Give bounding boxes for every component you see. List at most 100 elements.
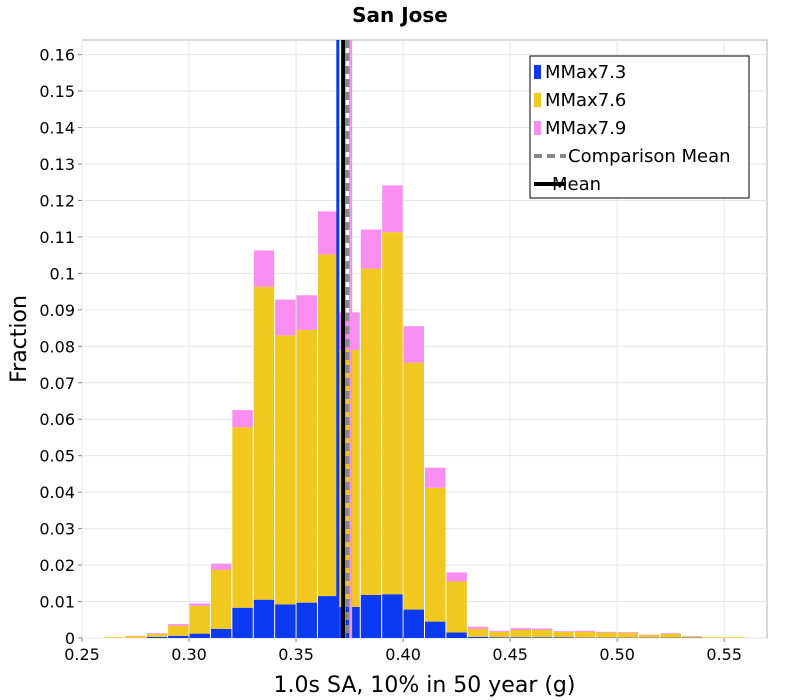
bar-segment (510, 637, 532, 638)
y-tick-label: 0.02 (39, 556, 75, 575)
bar-segment (210, 563, 232, 570)
bar-segment (382, 185, 403, 233)
y-tick-label: 0 (65, 629, 75, 648)
bar-segment (275, 299, 296, 336)
bar-segment (168, 635, 189, 638)
bar-segment (553, 637, 574, 638)
x-tick-label: 0.50 (599, 645, 635, 664)
bar-segment (189, 603, 210, 606)
bar-segment (467, 636, 489, 638)
bar-segment (275, 335, 296, 605)
x-tick-label: 0.25 (64, 645, 100, 664)
bar-segment (168, 625, 189, 636)
bar-segment (317, 211, 339, 255)
y-tick-label: 0.09 (39, 301, 75, 320)
legend-label: Comparison Mean (568, 146, 731, 167)
bar-segment (617, 632, 639, 638)
legend-box (529, 55, 750, 199)
y-tick-label: 0.1 (50, 264, 75, 283)
bar-segment (253, 250, 275, 287)
bar-segment (532, 629, 553, 638)
bar-segment (146, 633, 168, 637)
bar-segment (425, 467, 446, 488)
legend-swatch (534, 65, 541, 79)
y-tick-label: 0.14 (39, 119, 75, 138)
y-tick-label: 0.03 (39, 520, 75, 539)
bar-segment (403, 362, 424, 610)
bar-segment (296, 329, 317, 603)
bar-segment (596, 631, 617, 633)
bar-segment (275, 604, 296, 638)
legend-label: MMax7.9 (545, 118, 626, 139)
bar-segment (553, 631, 574, 638)
bar-segment (617, 632, 639, 633)
y-tick-label: 0.01 (39, 593, 75, 612)
bar-segment (189, 633, 210, 638)
x-tick-label: 0.35 (278, 645, 314, 664)
x-tick-label: 0.30 (171, 645, 207, 664)
bar-segment (210, 569, 232, 629)
bar-segment (189, 605, 210, 634)
bar-segment (660, 633, 681, 638)
bar-segment (532, 628, 553, 630)
bar-segment (360, 229, 382, 269)
bar-segment (489, 631, 510, 638)
bar-segment (681, 636, 703, 638)
x-tick-label: 0.40 (385, 645, 421, 664)
bar-segment (425, 621, 446, 638)
y-tick-label: 0.05 (39, 447, 75, 466)
bar-segment (210, 628, 232, 638)
bar-segment (125, 636, 146, 638)
bar-segment (103, 637, 125, 638)
y-axis-ticks: 0 0.01 0.02 0.03 0.04 0.05 0.06 0.07 0.08 0.09 0.1… (39, 46, 82, 648)
bar-segment (467, 626, 489, 629)
y-tick-label: 0.12 (39, 191, 75, 210)
bar-segment (510, 629, 532, 638)
legend-label: MMax7.3 (545, 62, 626, 83)
y-tick-label: 0.04 (39, 483, 75, 502)
y-tick-label: 0.15 (39, 82, 75, 101)
legend: MMax7.3 MMax7.6 MMax7.9 Comparison Mean Mean (529, 55, 750, 199)
bar-segment (489, 637, 510, 638)
bar-segment (232, 607, 253, 638)
x-axis-ticks: 0.25 0.30 0.35 0.40 0.45 0.50 0.55 (64, 638, 742, 664)
bar-segment (382, 594, 403, 638)
bar-segment (403, 609, 424, 638)
bar-segment (660, 633, 681, 634)
bar-segment (253, 599, 275, 638)
bar-segment (296, 295, 317, 330)
bar-segment (467, 628, 489, 637)
bar-segment (232, 410, 253, 428)
bar-segment (510, 628, 532, 630)
legend-swatch (534, 121, 541, 135)
bar-segment (146, 633, 168, 634)
bar-segment (382, 232, 403, 595)
bar-segment (446, 581, 467, 633)
bar-segment (232, 427, 253, 608)
chart-title: San Jose (352, 3, 448, 27)
bar-segment (703, 637, 724, 638)
bar-segment (253, 286, 275, 600)
bar-segment (403, 326, 424, 363)
bar-segment (639, 635, 660, 638)
legend-label: MMax7.6 (545, 90, 626, 111)
bar-segment (574, 630, 596, 632)
bar-segment (532, 637, 553, 638)
bar-segment (168, 624, 189, 626)
bar-segment (425, 487, 446, 622)
bar-segment (489, 630, 510, 632)
bar-segment (724, 637, 746, 638)
bar-segment (360, 594, 382, 638)
bar-segment (446, 572, 467, 582)
legend-swatch (534, 93, 541, 107)
bar-segment (317, 254, 339, 597)
bar-segment (446, 632, 467, 638)
bar-segment (574, 631, 596, 638)
bar-segment (317, 596, 339, 638)
bars (103, 185, 746, 638)
y-tick-label: 0.06 (39, 410, 75, 429)
y-tick-label: 0.07 (39, 374, 75, 393)
bar-segment (296, 602, 317, 638)
legend-label: Mean (552, 174, 601, 195)
